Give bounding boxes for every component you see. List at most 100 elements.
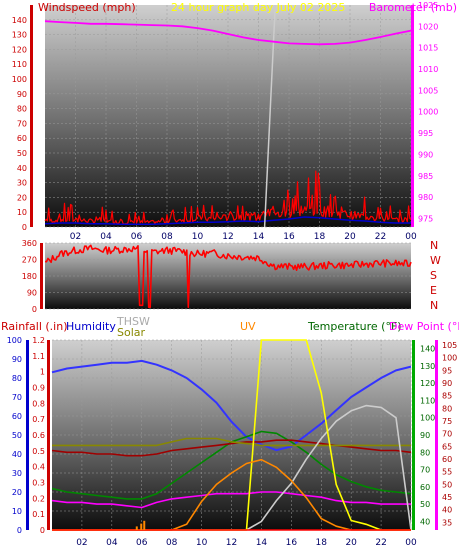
dewpoint-tick: 80 [442,404,452,413]
weather-x-tick: 20 [345,538,357,548]
humidity-tick: 60 [12,412,22,421]
weather-x-tick: 02 [76,538,87,548]
uv-spike [140,523,143,530]
direction-plot-grid [45,242,411,310]
weather-x-tick: 16 [286,538,298,548]
wind-x-tick: 20 [344,232,356,242]
weather-x-tick: 10 [196,538,208,548]
weather-x-tick: 12 [226,538,237,548]
thsw-label: THSW [116,315,150,328]
wind-y-tick: 140 [12,16,27,25]
dewpoint-tick: 65 [442,442,452,451]
rain-tick: 0.7 [32,415,45,424]
rain-axis-bar [47,340,50,530]
weather-x-tick: 18 [316,538,328,548]
temperature-tick: 130 [420,362,435,371]
dewpoint-tick: 95 [442,366,452,375]
direction-y-tick: 360 [22,239,37,248]
direction-y-tick: 0 [32,305,37,314]
weather-x-tick: 22 [375,538,386,548]
rain-tick: 0.3 [32,479,45,488]
graph-title: 24 hour graph day July 02 2025 [171,1,345,14]
wind-y-tick: 0 [22,223,27,232]
temperature-tick: 140 [420,345,435,354]
weather-plot-area [52,340,411,530]
wind-x-tick: 14 [253,232,265,242]
humidity-tick: 80 [12,374,22,383]
weather-plot-lines [51,339,412,531]
barometer-y-tick: 1005 [418,86,438,95]
barometer-y-tick: 1025 [418,1,438,10]
humidity-label: Humidity [66,320,116,333]
temperature-tick: 60 [420,483,430,492]
temperature-tick: 40 [420,517,430,526]
weather-x-tick: 04 [106,538,118,548]
humidity-tick: 10 [12,507,22,516]
direction-plot-lines [44,244,412,309]
barometer-y-tick: 1015 [418,44,438,53]
rain-tick: 0.5 [32,447,45,456]
barometer-y-tick: 995 [418,129,433,138]
humidity-tick: 30 [12,469,22,478]
humidity-tick: 20 [12,488,22,497]
wind-y-tick: 110 [12,60,27,69]
weather-x-tick: 06 [136,538,148,548]
rainfall-label: Rainfall (.in) [1,320,68,333]
rain-tick: 0.6 [32,431,45,440]
temperature-tick: 50 [420,500,430,509]
wind-y-tick: 40 [17,164,27,173]
wind-x-tick: 22 [375,232,386,242]
wind-plot-lines [44,4,412,228]
rain-tick: 0.8 [32,399,45,408]
barometer-y-tick: 1000 [418,108,438,117]
wind-y-tick: 100 [12,75,27,84]
barometer-y-tick: 1020 [418,22,438,31]
barometer-y-tick: 985 [418,172,433,181]
humidity-tick: 0 [17,526,22,535]
wind-y-tick: 130 [12,31,27,40]
rain-tick: 0.9 [32,384,45,393]
dewpoint-tick: 105 [442,341,457,350]
wind-y-tick: 10 [17,208,27,217]
dewpoint-tick: 50 [442,480,452,489]
weather-x-tick: 08 [166,538,178,548]
barometer-y-tick: 990 [418,150,433,159]
rain-tick: 1 [40,368,45,377]
rain-tick: 1.2 [32,336,45,345]
wind-x-tick: 02 [70,232,81,242]
wind-x-tick: 08 [161,232,173,242]
windspeed-axis-label: Windspeed (mph) [38,1,136,14]
uv-spike [135,526,138,530]
windspeed-line [44,170,412,225]
rain-tick: 0.2 [32,494,45,503]
direction-y-tick: 270 [22,256,37,265]
dewpoint-tick: 90 [442,379,452,388]
dewpoint-tick: 55 [442,468,452,477]
wind-x-tick: 12 [222,232,233,242]
solar-label: Solar [117,326,146,339]
temperature-tick: 110 [420,396,435,405]
dewpoint-tick: 60 [442,455,452,464]
wind-x-tick: 06 [131,232,143,242]
rain-tick: 0 [40,526,45,535]
wind-average-line [44,216,411,226]
temperature-tick: 70 [420,466,430,475]
temperature-tick: 90 [420,431,430,440]
dewpoint-tick: 75 [442,417,452,426]
humidity-tick: 50 [12,431,22,440]
rain-tick: 0.4 [32,463,45,472]
temperature-tick: 100 [420,414,435,423]
direction-y-tick: 180 [22,272,37,281]
compass-label: S [430,269,437,282]
weather-x-tick: 00 [405,538,417,548]
dewpoint-tick: 100 [442,354,457,363]
direction-plot-area [45,243,411,309]
compass-label: E [430,284,437,297]
temperature-tick: 120 [420,379,435,388]
dewpoint-line [51,491,411,509]
temperature-tick: 80 [420,448,430,457]
humidity-tick: 90 [12,355,22,364]
humidity-line [51,359,412,452]
